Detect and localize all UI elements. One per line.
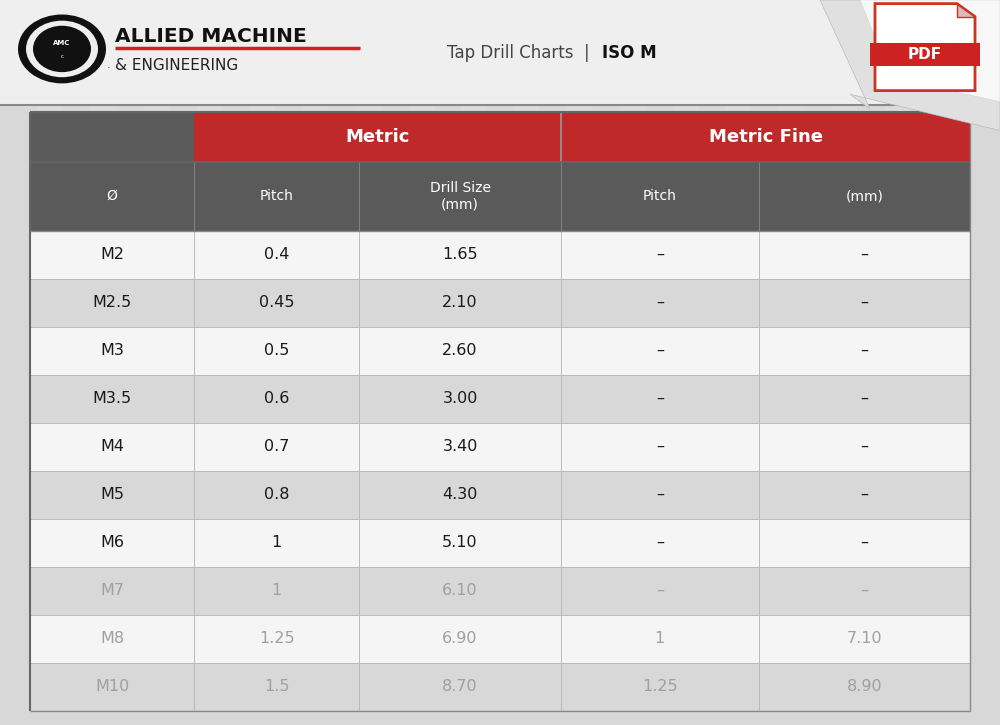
Text: M5: M5 xyxy=(100,487,124,502)
Text: & ENGINEERING: & ENGINEERING xyxy=(115,58,238,73)
Text: 7.10: 7.10 xyxy=(846,631,882,646)
Bar xyxy=(30,375,970,423)
Bar xyxy=(30,518,970,566)
Text: AMC: AMC xyxy=(53,40,71,46)
Text: –: – xyxy=(860,535,868,550)
Ellipse shape xyxy=(33,25,91,72)
Text: 2.10: 2.10 xyxy=(442,295,478,310)
Text: Drill Size
(mm): Drill Size (mm) xyxy=(430,181,491,211)
Text: M3: M3 xyxy=(100,343,124,358)
Text: 8.70: 8.70 xyxy=(442,679,478,694)
Text: –: – xyxy=(656,295,664,310)
Text: 1.25: 1.25 xyxy=(642,679,678,694)
Text: 5.10: 5.10 xyxy=(442,535,478,550)
Text: –: – xyxy=(656,487,664,502)
Text: ALLIED MACHINE: ALLIED MACHINE xyxy=(115,27,307,46)
Text: 0.4: 0.4 xyxy=(264,247,289,262)
Text: M2: M2 xyxy=(100,247,124,262)
Text: 4.30: 4.30 xyxy=(442,487,478,502)
Text: Metric: Metric xyxy=(346,128,410,146)
Bar xyxy=(30,162,970,231)
Text: –: – xyxy=(860,295,868,310)
Text: 1.25: 1.25 xyxy=(259,631,295,646)
Text: –: – xyxy=(656,583,664,598)
Text: .: . xyxy=(107,60,111,70)
Bar xyxy=(194,112,561,162)
Text: PDF: PDF xyxy=(908,47,942,62)
Text: 1: 1 xyxy=(272,583,282,598)
Text: –: – xyxy=(656,343,664,358)
Text: Pitch: Pitch xyxy=(643,189,677,203)
Text: 2.60: 2.60 xyxy=(442,343,478,358)
Text: M8: M8 xyxy=(100,631,124,646)
Text: 6.10: 6.10 xyxy=(442,583,478,598)
Text: 1.5: 1.5 xyxy=(264,679,289,694)
Text: –: – xyxy=(860,583,868,598)
Text: M2.5: M2.5 xyxy=(93,295,132,310)
Ellipse shape xyxy=(26,21,98,78)
Text: 1.65: 1.65 xyxy=(442,247,478,262)
Text: –: – xyxy=(656,535,664,550)
Bar xyxy=(30,615,970,663)
Text: Ø: Ø xyxy=(107,189,118,203)
Text: M4: M4 xyxy=(100,439,124,454)
Text: (mm): (mm) xyxy=(845,189,883,203)
Text: –: – xyxy=(860,247,868,262)
Text: –: – xyxy=(860,487,868,502)
Text: –: – xyxy=(656,247,664,262)
Text: 1: 1 xyxy=(655,631,665,646)
Ellipse shape xyxy=(18,14,106,83)
Text: 0.8: 0.8 xyxy=(264,487,289,502)
Text: 8.90: 8.90 xyxy=(846,679,882,694)
Polygon shape xyxy=(957,4,975,17)
Text: M7: M7 xyxy=(100,583,124,598)
Text: –: – xyxy=(860,439,868,454)
Text: c: c xyxy=(60,54,64,59)
Bar xyxy=(30,566,970,615)
Text: 3.40: 3.40 xyxy=(442,439,478,454)
Text: 0.6: 0.6 xyxy=(264,391,289,406)
Bar xyxy=(870,43,980,66)
Text: M6: M6 xyxy=(100,535,124,550)
Bar xyxy=(30,423,970,471)
Bar xyxy=(561,112,970,162)
Polygon shape xyxy=(875,4,975,91)
Text: 0.7: 0.7 xyxy=(264,439,289,454)
Bar xyxy=(30,278,970,326)
Text: –: – xyxy=(860,343,868,358)
Text: ISO M: ISO M xyxy=(602,44,657,62)
Text: 3.00: 3.00 xyxy=(442,391,478,406)
Text: M3.5: M3.5 xyxy=(93,391,132,406)
Text: –: – xyxy=(656,391,664,406)
Polygon shape xyxy=(820,0,1000,130)
Bar xyxy=(30,231,970,278)
Text: –: – xyxy=(656,439,664,454)
Bar xyxy=(0,0,1000,105)
Text: M10: M10 xyxy=(95,679,129,694)
Bar xyxy=(30,112,194,162)
Text: –: – xyxy=(860,391,868,406)
Text: Metric Fine: Metric Fine xyxy=(709,128,823,146)
Polygon shape xyxy=(860,0,1000,102)
Text: Pitch: Pitch xyxy=(260,189,294,203)
Bar xyxy=(30,326,970,375)
Text: 6.90: 6.90 xyxy=(442,631,478,646)
Text: 0.45: 0.45 xyxy=(259,295,294,310)
Text: 0.5: 0.5 xyxy=(264,343,289,358)
Text: 1: 1 xyxy=(272,535,282,550)
Bar xyxy=(30,663,970,710)
Text: Tap Drill Charts  |: Tap Drill Charts | xyxy=(447,44,600,62)
Bar xyxy=(30,471,970,518)
